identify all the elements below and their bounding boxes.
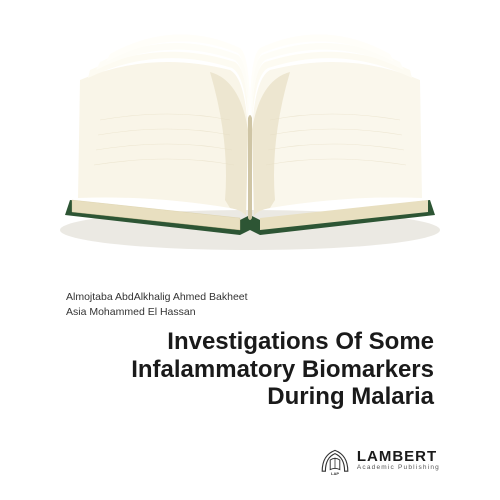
book-cover: Almojtaba AbdAlkhalig Ahmed Bakheet Asia… (38, 10, 462, 490)
author-line-2: Asia Mohammed El Hassan (66, 305, 248, 320)
logo-initials: LAP (331, 471, 339, 476)
publisher-block: LAP LAMBERT Academic Publishing (319, 444, 440, 476)
title-line-3: During Malaria (38, 383, 434, 411)
publisher-text: LAMBERT Academic Publishing (357, 449, 440, 472)
author-line-1: Almojtaba AbdAlkhalig Ahmed Bakheet (66, 290, 248, 305)
open-book-illustration (38, 10, 462, 270)
title-line-1: Investigations Of Some (38, 328, 434, 356)
title-line-2: Infalammatory Biomarkers (38, 356, 434, 384)
book-photo (38, 10, 462, 270)
authors-block: Almojtaba AbdAlkhalig Ahmed Bakheet Asia… (66, 290, 248, 320)
book-title: Investigations Of Some Infalammatory Bio… (38, 328, 434, 411)
publisher-name: LAMBERT (357, 449, 440, 464)
publisher-subtitle: Academic Publishing (357, 465, 440, 472)
publisher-logo-icon: LAP (319, 444, 351, 476)
